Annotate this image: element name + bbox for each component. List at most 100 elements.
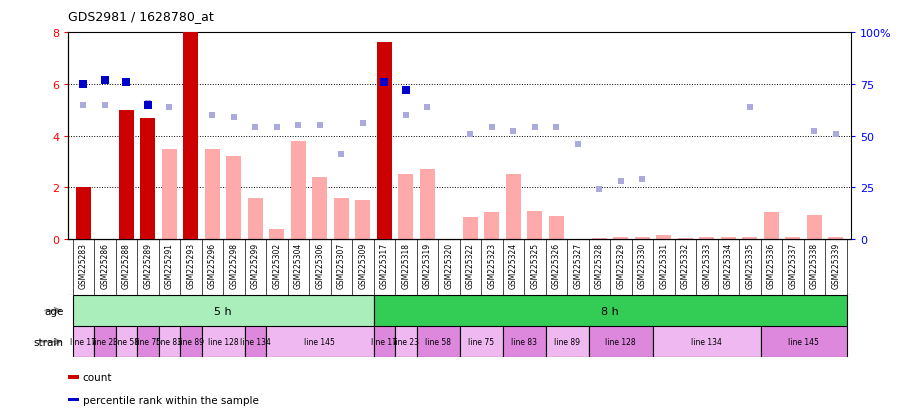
Bar [205,149,220,240]
Text: GSM225339: GSM225339 [832,242,840,288]
Bar [395,326,417,357]
Text: line 23: line 23 [92,337,117,346]
Text: GSM225288: GSM225288 [122,242,131,288]
Bar [269,229,284,240]
Bar [180,326,201,357]
Text: 8 h: 8 h [602,306,619,316]
Text: percentile rank within the sample: percentile rank within the sample [83,394,258,405]
Bar [828,237,844,240]
Bar [183,33,198,240]
Text: line 23: line 23 [393,337,419,346]
Bar [653,326,761,357]
Bar [68,398,79,401]
Bar [116,326,137,357]
Bar [266,326,373,357]
Text: GSM225336: GSM225336 [767,242,776,288]
Bar [76,188,91,240]
Text: GSM225299: GSM225299 [251,242,259,288]
Bar [420,170,435,240]
Bar [635,237,650,240]
Text: line 83: line 83 [157,337,182,346]
Text: GSM225337: GSM225337 [788,242,797,288]
Text: GSM225331: GSM225331 [660,242,668,288]
Text: line 89: line 89 [554,337,580,346]
Bar [245,326,266,357]
Text: GSM225329: GSM225329 [616,242,625,288]
Text: line 58: line 58 [425,337,451,346]
Bar [613,237,628,240]
Text: GSM225334: GSM225334 [723,242,733,288]
Bar [460,326,502,357]
Text: GSM225323: GSM225323 [487,242,496,288]
Text: GSM225302: GSM225302 [272,242,281,288]
Text: GSM225286: GSM225286 [100,242,109,288]
Text: line 75: line 75 [135,337,161,346]
Bar [140,118,156,240]
Text: line 145: line 145 [788,337,819,346]
Bar [417,326,460,357]
Text: GSM225319: GSM225319 [423,242,432,288]
Text: GSM225328: GSM225328 [595,242,604,288]
Bar [589,326,653,357]
Bar [592,238,607,240]
Bar [312,178,328,240]
Text: line 134: line 134 [692,337,723,346]
Text: GSM225306: GSM225306 [315,242,324,288]
Bar [549,216,564,240]
Text: GSM225333: GSM225333 [703,242,712,288]
Bar [73,326,94,357]
Text: line 58: line 58 [114,337,139,346]
Text: GSM225324: GSM225324 [509,242,518,288]
Text: GSM225291: GSM225291 [165,242,174,288]
Bar [73,295,373,326]
Bar [76,188,91,240]
Text: GSM225289: GSM225289 [143,242,152,288]
Text: GSM225296: GSM225296 [207,242,217,288]
Text: GSM225335: GSM225335 [745,242,754,288]
Bar [763,212,779,240]
Bar [94,326,116,357]
Bar [334,198,349,240]
Text: line 17: line 17 [371,337,398,346]
Text: GSM225327: GSM225327 [573,242,582,288]
Bar [761,326,846,357]
Bar [291,142,306,240]
Bar [137,326,158,357]
Text: GSM225293: GSM225293 [187,242,196,288]
Text: GSM225322: GSM225322 [466,242,475,288]
Bar [699,237,714,240]
Text: GDS2981 / 1628780_at: GDS2981 / 1628780_at [68,10,214,23]
Text: line 83: line 83 [511,337,537,346]
Text: line 89: line 89 [177,337,204,346]
Text: GSM225318: GSM225318 [401,242,410,288]
Text: GSM225309: GSM225309 [359,242,368,288]
Bar [377,43,392,240]
Bar [373,295,846,326]
Bar [527,211,542,240]
Bar [201,326,245,357]
Text: GSM225283: GSM225283 [79,242,87,288]
Text: GSM225325: GSM225325 [531,242,540,288]
Text: GSM225298: GSM225298 [229,242,238,288]
Text: GSM225317: GSM225317 [379,242,389,288]
Text: GSM225326: GSM225326 [551,242,561,288]
Text: GSM225338: GSM225338 [810,242,819,288]
Bar [463,218,478,240]
Bar [373,326,395,357]
Text: line 128: line 128 [605,337,636,346]
Bar [785,237,800,240]
Bar [248,198,263,240]
Bar [807,215,822,240]
Bar [227,157,241,240]
Bar [506,175,521,240]
Bar [355,201,370,240]
Bar [68,375,79,379]
Bar [721,237,736,240]
Text: 5 h: 5 h [214,306,232,316]
Text: count: count [83,372,112,382]
Text: line 75: line 75 [468,337,494,346]
Text: age: age [45,306,64,316]
Text: line 17: line 17 [70,337,96,346]
Text: GSM225332: GSM225332 [681,242,690,288]
Bar [484,212,500,240]
